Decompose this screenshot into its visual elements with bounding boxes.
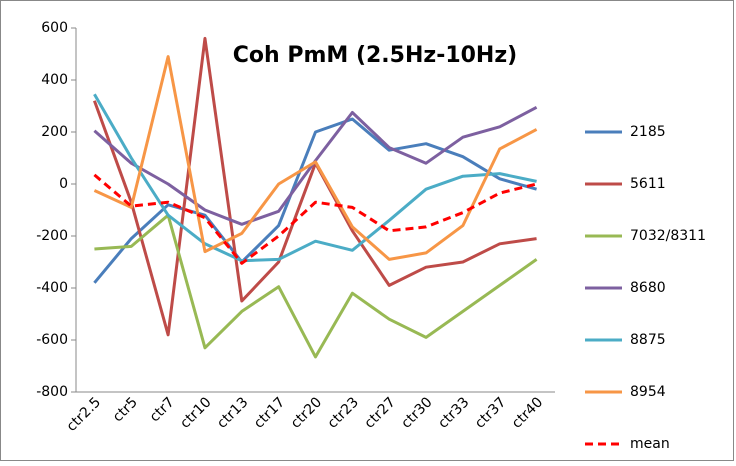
series-line: [93, 93, 537, 263]
y-tick-label: -800: [36, 384, 68, 400]
chart-title: Coh PmM (2.5Hz-10Hz): [233, 43, 517, 68]
y-tick-label: 400: [41, 72, 68, 88]
y-tick-label: 200: [41, 124, 68, 140]
y-tick-label: 600: [41, 20, 68, 36]
series-line: [93, 117, 537, 284]
series-line: [93, 173, 537, 265]
y-tick-label: -600: [36, 332, 68, 348]
y-tick-label: 0: [59, 176, 68, 192]
legend-label: 8875: [630, 332, 666, 348]
series-line: [93, 55, 538, 261]
legend-label: mean: [630, 436, 670, 452]
legend-label: 2185: [630, 124, 666, 140]
legend-label: 8954: [630, 384, 666, 400]
y-tick-label: -200: [36, 228, 68, 244]
y-tick-label: -400: [36, 280, 68, 296]
legend-label: 7032/8311: [630, 228, 706, 244]
legend-label: 8680: [630, 280, 666, 296]
legend-label: 5611: [630, 176, 666, 192]
